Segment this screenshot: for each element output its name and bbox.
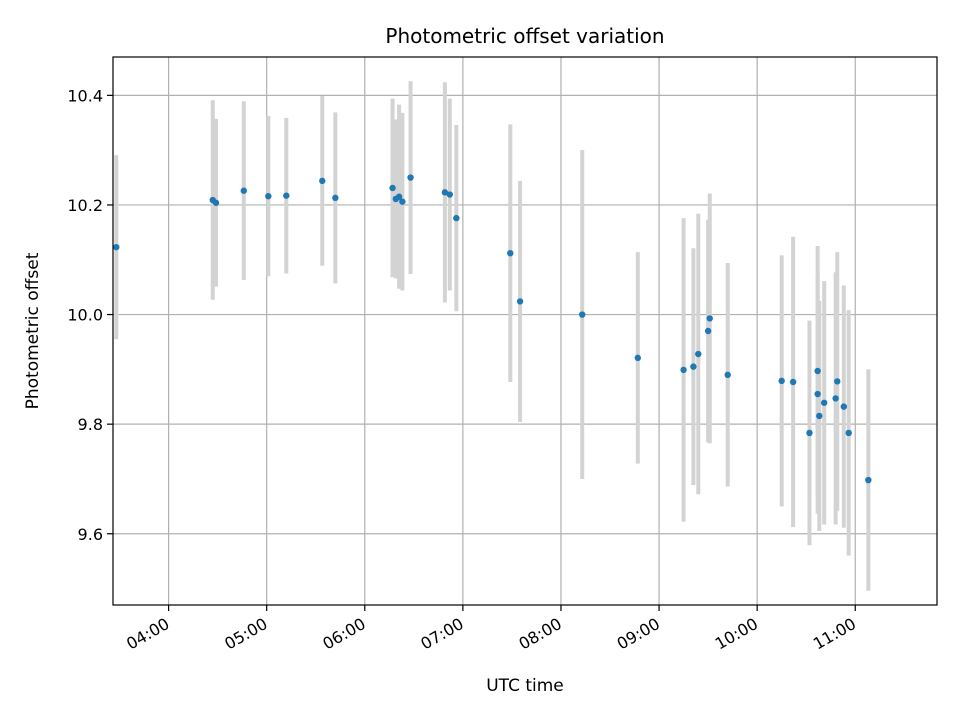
data-point (690, 363, 697, 370)
chart-title: Photometric offset variation (385, 24, 664, 48)
data-point (265, 192, 272, 200)
data-point (212, 199, 220, 206)
data-point (441, 189, 449, 196)
y-tick-label: 10.2 (67, 196, 103, 215)
data-point (695, 350, 702, 358)
data-point (332, 194, 339, 202)
y-tick-label: 10.0 (67, 306, 103, 325)
data-point (820, 399, 828, 406)
data-point (634, 354, 642, 362)
y-tick-label: 9.8 (78, 415, 103, 434)
data-point (789, 378, 797, 386)
data-point (865, 476, 872, 484)
data-point (389, 184, 396, 192)
y-axis-label: Photometric offset (23, 252, 43, 409)
data-point (814, 390, 821, 398)
y-axis-ticks: 9.6 9.8 10.0 10.2 10.4 (67, 86, 113, 544)
data-point (704, 327, 712, 335)
data-point (507, 249, 514, 257)
data-point (806, 429, 813, 437)
data-point (778, 377, 785, 385)
data-point (319, 177, 326, 185)
data-point (453, 214, 460, 222)
y-tick-label: 9.6 (78, 525, 103, 544)
data-point (724, 371, 731, 379)
data-point (283, 192, 290, 199)
data-point (845, 429, 852, 437)
data-point (446, 191, 453, 198)
y-tick-label: 10.4 (67, 86, 103, 105)
data-point (680, 366, 687, 374)
x-axis-label: UTC time (486, 676, 564, 696)
data-point (113, 243, 120, 251)
data-points (113, 174, 872, 484)
data-point (834, 378, 841, 385)
data-point (814, 367, 821, 375)
data-point (816, 412, 823, 420)
data-point (516, 298, 524, 305)
data-point (832, 395, 839, 402)
grid (113, 57, 937, 605)
data-point (399, 198, 406, 205)
data-point (395, 193, 403, 200)
data-point (240, 187, 247, 194)
data-point (706, 315, 713, 322)
data-point (407, 174, 414, 181)
data-point (579, 311, 586, 318)
plot-frame (112, 56, 938, 606)
data-point (840, 403, 848, 410)
